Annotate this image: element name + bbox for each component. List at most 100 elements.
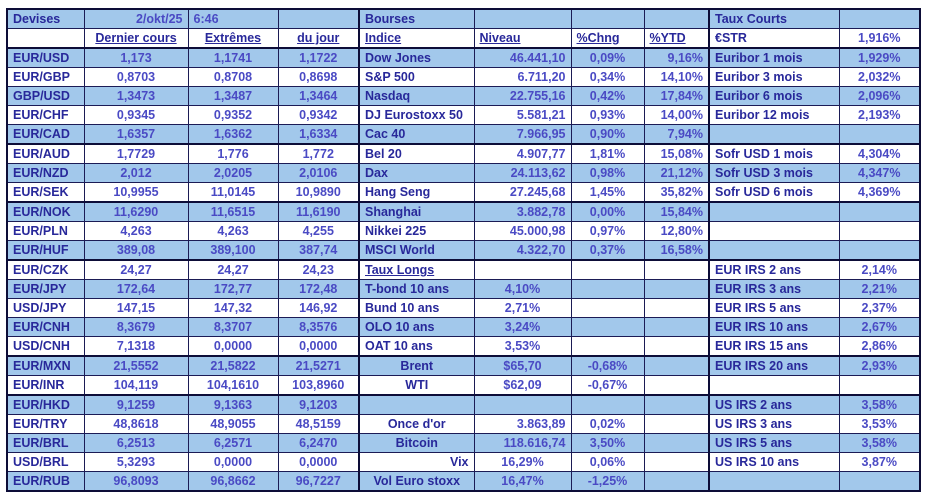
- rate-pct-cell: 2,032%: [838, 67, 921, 87]
- pair-cell: EUR/CNH: [6, 317, 85, 337]
- ytd-cell: [643, 433, 710, 453]
- rate-cell: 11,0145: [187, 182, 279, 203]
- empty-cell: [473, 394, 572, 415]
- table-row: EUR/CHF 0,9345 0,9352 0,9342 DJ Eurostoxx 50…: [6, 105, 921, 125]
- rate-cell: 10,9955: [83, 182, 189, 203]
- rate-cell: 172,77: [187, 279, 279, 299]
- rate-pct-cell: [838, 240, 921, 261]
- rate-cell: 147,32: [187, 298, 279, 318]
- level-cell: 7.966,95: [473, 124, 572, 145]
- rate-pct-cell: 1,929%: [838, 47, 921, 68]
- rate-cell: 21,5552: [83, 355, 189, 376]
- table-row: EUR/RUB 96,8093 96,8662 96,7227 Vol Euro sto…: [6, 471, 921, 492]
- rate-cell: 0,0000: [187, 336, 279, 357]
- level-cell: 3,53%: [473, 336, 572, 357]
- rate-pct-cell: 2,37%: [838, 298, 921, 318]
- rate-cell: 48,5159: [277, 414, 360, 434]
- ytd-cell: 21,12%: [643, 163, 710, 183]
- tenor-cell: US IRS 10 ans: [708, 452, 840, 472]
- col-header-ytd: %YTD: [643, 28, 710, 49]
- rate-cell: 2,012: [83, 163, 189, 183]
- market-overview-table: Devises 2/okt/25 6:46 Bourses Taux Court…: [6, 8, 921, 492]
- chg-cell: [570, 259, 645, 280]
- tenor-cell: US IRS 3 ans: [708, 414, 840, 434]
- table-row: EUR/HKD 9,1259 9,1363 9,1203 US IRS 2 ans 3,5…: [6, 394, 921, 415]
- rate-pct-cell: 2,93%: [838, 355, 921, 376]
- rate-cell: 389,100: [187, 240, 279, 261]
- tenor-cell: Euribor 6 mois: [708, 86, 840, 106]
- empty-cell: [643, 8, 710, 29]
- col-header-indice: Indice: [358, 28, 475, 49]
- chg-cell: 0,00%: [570, 201, 645, 222]
- rate-pct-cell: 2,86%: [838, 336, 921, 357]
- table-row: EUR/NZD 2,012 2,0205 2,0106 Dax 24.113,62 0,98…: [6, 163, 921, 183]
- rate-cell: 1,776: [187, 143, 279, 164]
- rate-cell: 11,6515: [187, 201, 279, 222]
- bond-cell: OAT 10 ans: [358, 336, 475, 357]
- tenor-cell: EUR IRS 20 ans: [708, 355, 840, 376]
- chg-cell: 0,06%: [570, 452, 645, 472]
- pair-cell: EUR/CZK: [6, 259, 85, 280]
- level-cell: 22.755,16: [473, 86, 572, 106]
- chg-cell: 0,97%: [570, 221, 645, 241]
- chg-cell: 0,02%: [570, 414, 645, 434]
- pair-cell: EUR/NOK: [6, 201, 85, 222]
- index-cell: Dow Jones: [358, 47, 475, 68]
- table-row: EUR/MXN 21,5552 21,5822 21,5271 Brent $65,70-…: [6, 355, 921, 376]
- rate-cell: 1,173: [83, 47, 189, 68]
- rate-pct-cell: 2,14%: [838, 259, 921, 280]
- level-cell: 16,29%: [473, 452, 572, 472]
- rate-pct-cell: 2,21%: [838, 279, 921, 299]
- tenor-cell: EUR IRS 10 ans: [708, 317, 840, 337]
- index-cell: Nikkei 225: [358, 221, 475, 241]
- pair-cell: EUR/RUB: [6, 471, 85, 492]
- empty-cell: [473, 8, 572, 29]
- level-cell: 2,71%: [473, 298, 572, 318]
- rate-pct-cell: 2,193%: [838, 105, 921, 125]
- chg-cell: 0,37%: [570, 240, 645, 261]
- rate-cell: 0,8708: [187, 67, 279, 87]
- rate-cell: 24,27: [83, 259, 189, 280]
- rate-cell: 6,2513: [83, 433, 189, 453]
- rate-cell: 96,7227: [277, 471, 360, 492]
- table-row: EUR/PLN 4,263 4,263 4,255 Nikkei 225 45.000,9…: [6, 221, 921, 241]
- rate-cell: 7,1318: [83, 336, 189, 357]
- level-cell: 24.113,62: [473, 163, 572, 183]
- tenor-cell: Euribor 3 mois: [708, 67, 840, 87]
- tenor-cell: [708, 240, 840, 261]
- column-header-row: Dernier cours Extrêmes du jour Indice Ni…: [6, 28, 921, 49]
- tenor-cell: Sofr USD 6 mois: [708, 182, 840, 203]
- ytd-cell: [643, 336, 710, 357]
- table-row: EUR/GBP 0,8703 0,8708 0,8698 S&P 500 6.711,20…: [6, 67, 921, 87]
- pair-cell: EUR/AUD: [6, 143, 85, 164]
- level-cell: [473, 259, 572, 280]
- table-row: EUR/TRY 48,8618 48,9055 48,5159 Once d'or 3.8…: [6, 414, 921, 434]
- empty-cell: [277, 8, 360, 29]
- ytd-cell: 15,84%: [643, 201, 710, 222]
- level-cell: 4.322,70: [473, 240, 572, 261]
- rate-cell: 1,6357: [83, 124, 189, 145]
- pair-cell: EUR/USD: [6, 47, 85, 68]
- rate-cell: 48,8618: [83, 414, 189, 434]
- rate-pct-cell: 3,58%: [838, 433, 921, 453]
- table-row: EUR/JPY 172,64 172,77 172,48 T-bond 10 ans 4,…: [6, 279, 921, 299]
- rate-pct-cell: 3,87%: [838, 452, 921, 472]
- table-row: EUR/SEK 10,9955 11,0145 10,9890 Hang Seng 27.…: [6, 182, 921, 203]
- ytd-cell: [643, 259, 710, 280]
- rate-cell: 1,3487: [187, 86, 279, 106]
- empty-cell: [643, 394, 710, 415]
- rate-cell: 1,3464: [277, 86, 360, 106]
- estr-value: 1,916%: [838, 28, 921, 49]
- empty-cell: [570, 394, 645, 415]
- chg-cell: -0,68%: [570, 355, 645, 376]
- rate-cell: 96,8662: [187, 471, 279, 492]
- chg-cell: 0,09%: [570, 47, 645, 68]
- tenor-cell: Euribor 12 mois: [708, 105, 840, 125]
- rate-pct-cell: 4,347%: [838, 163, 921, 183]
- rate-pct-cell: [838, 375, 921, 396]
- chg-cell: 0,34%: [570, 67, 645, 87]
- table-row: USD/JPY 147,15 147,32 146,92 Bund 10 ans 2,71…: [6, 298, 921, 318]
- rate-cell: 4,263: [187, 221, 279, 241]
- rate-cell: 389,08: [83, 240, 189, 261]
- table-row: USD/BRL 5,3293 0,0000 0,0000 Vix 16,29% 0,06% U…: [6, 452, 921, 472]
